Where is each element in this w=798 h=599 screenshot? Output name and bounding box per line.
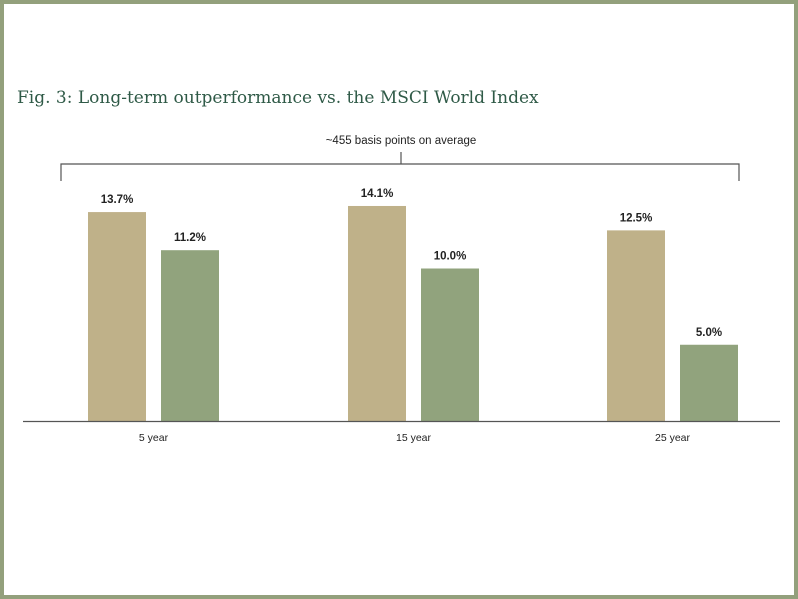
bar-1-1 [88, 212, 146, 421]
category-label-2: 15 year [396, 432, 432, 444]
figure-title: Fig. 3: Long-term outperformance vs. the… [17, 88, 539, 108]
bar-2-2 [421, 268, 479, 421]
category-label-3: 25 year [655, 432, 691, 444]
bar-1-2 [348, 205, 406, 421]
data-label-2-1: 11.2% [174, 232, 206, 244]
data-label-1-2: 14.1% [361, 188, 394, 200]
annotation-text: ~455 basis points on average [326, 135, 477, 147]
data-label-1-3: 12.5% [620, 212, 653, 224]
annotation-bracket [60, 152, 740, 181]
bar-2-3 [680, 344, 738, 421]
category-label-1: 5 year [139, 432, 169, 444]
bar-2-1 [161, 250, 219, 421]
bar-1-3 [607, 230, 665, 421]
data-label-2-2: 10.0% [434, 251, 467, 263]
data-label-1-1: 13.7% [101, 194, 134, 206]
data-label-2-3: 5.0% [696, 327, 722, 339]
